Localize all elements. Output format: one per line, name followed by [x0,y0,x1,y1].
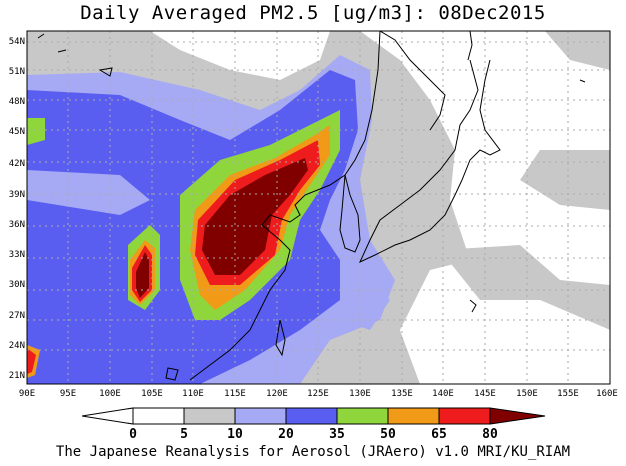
lon-label: 125E [307,389,329,399]
legend-threshold: 65 [431,427,447,442]
coast-japan [358,59,501,264]
legend-threshold: 10 [227,427,243,442]
lat-label: 39N [9,190,25,200]
coast-korea-china [189,31,381,381]
pm-clean-north [150,31,330,80]
lat-label: 33N [9,250,25,260]
coast-lake [98,67,113,77]
pm-band-5-10-east [520,150,610,210]
lon-label: 130E [349,389,371,399]
coast-small-1 [469,299,477,313]
lat-label: 48N [9,97,25,107]
pm-band-35-50-w [27,118,45,145]
lat-lon-grid [27,31,610,384]
coast-korea [339,174,361,253]
legend-threshold: 35 [329,427,345,442]
lat-label: 45N [9,127,25,137]
pm-band-65-80-sw [27,348,36,374]
legend-threshold: 5 [180,427,188,442]
lon-label: 135E [391,389,413,399]
pm-band-10-20-inner [27,170,150,215]
legend-threshold: 80 [482,427,498,442]
pm-band-5-10-ne [545,31,610,70]
legend-swatch [132,407,185,425]
coast-mainland-ne [379,31,446,131]
lon-label: 145E [474,389,496,399]
coast-sakhalin [467,31,473,61]
lon-labels: 90E 95E 100E 105E 110E 115E 120E 125E 13… [19,389,618,399]
legend-threshold: 50 [380,427,396,442]
lon-label: 120E [266,389,288,399]
legend-swatch [387,407,440,425]
legend-below-arrow [81,407,134,425]
lon-label: 140E [432,389,454,399]
legend-swatch [183,407,236,425]
coast-small-2 [579,79,586,83]
legend-swatch [285,407,338,425]
legend-threshold: 20 [278,427,294,442]
data-credit: The Japanese Reanalysis for Aerosol (JRA… [55,444,571,460]
legend-threshold: 0 [129,427,137,442]
legend-swatch [336,407,389,425]
pm-clean-se [400,290,610,384]
lat-label: 54N [9,37,25,47]
pm-band-80-plus-b [136,252,149,298]
lon-label: 115E [224,389,246,399]
lat-label: 24N [9,341,25,351]
lon-label: 100E [99,389,121,399]
lon-label: 110E [182,389,204,399]
lat-label: 42N [9,159,25,169]
coast-lake-3 [57,49,67,53]
legend-swatch [438,407,491,425]
lon-label: 150E [516,389,538,399]
lat-label: 21N [9,371,25,381]
lon-label: 90E [19,389,35,399]
lon-label: 95E [60,389,76,399]
lat-labels: 21N 24N 27N 30N 33N 36N 39N 42N 45N 48N … [9,37,25,381]
lon-label: 155E [557,389,579,399]
coast-lake-2 [37,33,45,39]
concentration-field [27,31,610,384]
map-frame [26,30,611,385]
lat-label: 30N [9,280,25,290]
pm-band-20-35-w [27,280,90,350]
coast-taiwan [275,319,286,357]
lon-label: 160E [596,389,618,399]
lat-label: 27N [9,311,25,321]
coast-hainan [165,367,179,381]
lon-label: 105E [141,389,163,399]
lat-label: 36N [9,220,25,230]
color-legend: 0 5 10 20 35 50 65 80 [81,407,546,442]
lat-label: 51N [9,67,25,77]
coastlines [37,31,586,381]
legend-above-arrow [489,407,546,425]
legend-swatch [234,407,287,425]
pm-band-80-plus [202,158,308,275]
map-title: Daily Averaged PM2.5 [ug/m3]: 08Dec2015 [80,2,546,24]
